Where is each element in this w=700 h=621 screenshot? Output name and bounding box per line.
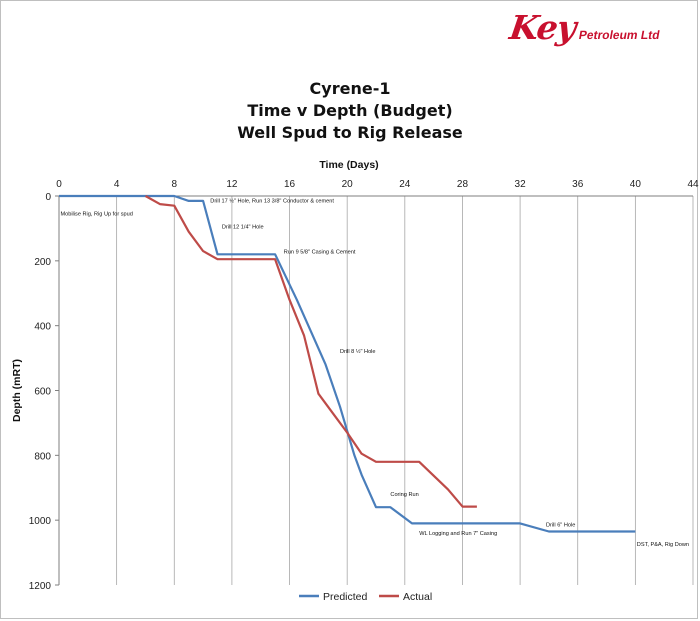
annotation-label: Drill 6" Hole <box>546 523 575 529</box>
series-line-predicted <box>59 194 636 533</box>
annotation-label: Drill 12 1/4" Hole <box>222 224 264 230</box>
y-tick-label: 600 <box>34 387 51 398</box>
annotation-label: Coring Run <box>390 492 418 498</box>
y-tick-label: 0 <box>45 192 51 203</box>
chart-title-line-1: Cyrene-1 <box>309 79 391 98</box>
x-tick-label: 4 <box>114 179 120 190</box>
chart-title-line-2: Time v Depth (Budget) <box>247 101 453 120</box>
y-tick-label: 800 <box>34 451 51 462</box>
legend-label-predicted: Predicted <box>323 591 368 603</box>
y-tick-label: 1000 <box>29 516 52 527</box>
x-tick-label: 40 <box>630 179 642 190</box>
x-tick-label: 24 <box>399 179 411 190</box>
x-tick-label: 32 <box>515 179 527 190</box>
x-axis-label: Time (Days) <box>319 159 378 171</box>
x-tick-label: 44 <box>687 179 699 190</box>
annotation-label: Drill 8 ½" Hole <box>340 348 376 355</box>
y-tick-label: 200 <box>34 257 51 268</box>
chart-title-line-3: Well Spud to Rig Release <box>237 123 463 142</box>
annotation-label: Mobilise Rig, Rig Up for spud <box>60 211 132 217</box>
annotation-label: DST, P&A, Rig Down <box>637 542 689 548</box>
annotation-label: WL Logging and Run 7" Casing <box>419 531 497 537</box>
x-tick-label: 16 <box>284 179 296 190</box>
annotation-label: Drill 17 ½" Hole, Run 13 3/8" Conductor … <box>210 197 334 204</box>
y-axis-label: Depth (mRT) <box>11 359 23 422</box>
x-tick-label: 28 <box>457 179 469 190</box>
series-line-actual <box>144 195 477 508</box>
legend-label-actual: Actual <box>403 591 432 603</box>
x-tick-label: 0 <box>56 179 62 190</box>
x-tick-label: 8 <box>171 179 177 190</box>
x-tick-label: 12 <box>226 179 238 190</box>
y-tick-label: 1200 <box>29 581 52 592</box>
x-tick-label: 36 <box>572 179 584 190</box>
annotation-label: Run 9 5/8" Casing & Cement <box>284 250 356 256</box>
x-tick-label: 20 <box>342 179 354 190</box>
y-tick-label: 400 <box>34 322 51 333</box>
